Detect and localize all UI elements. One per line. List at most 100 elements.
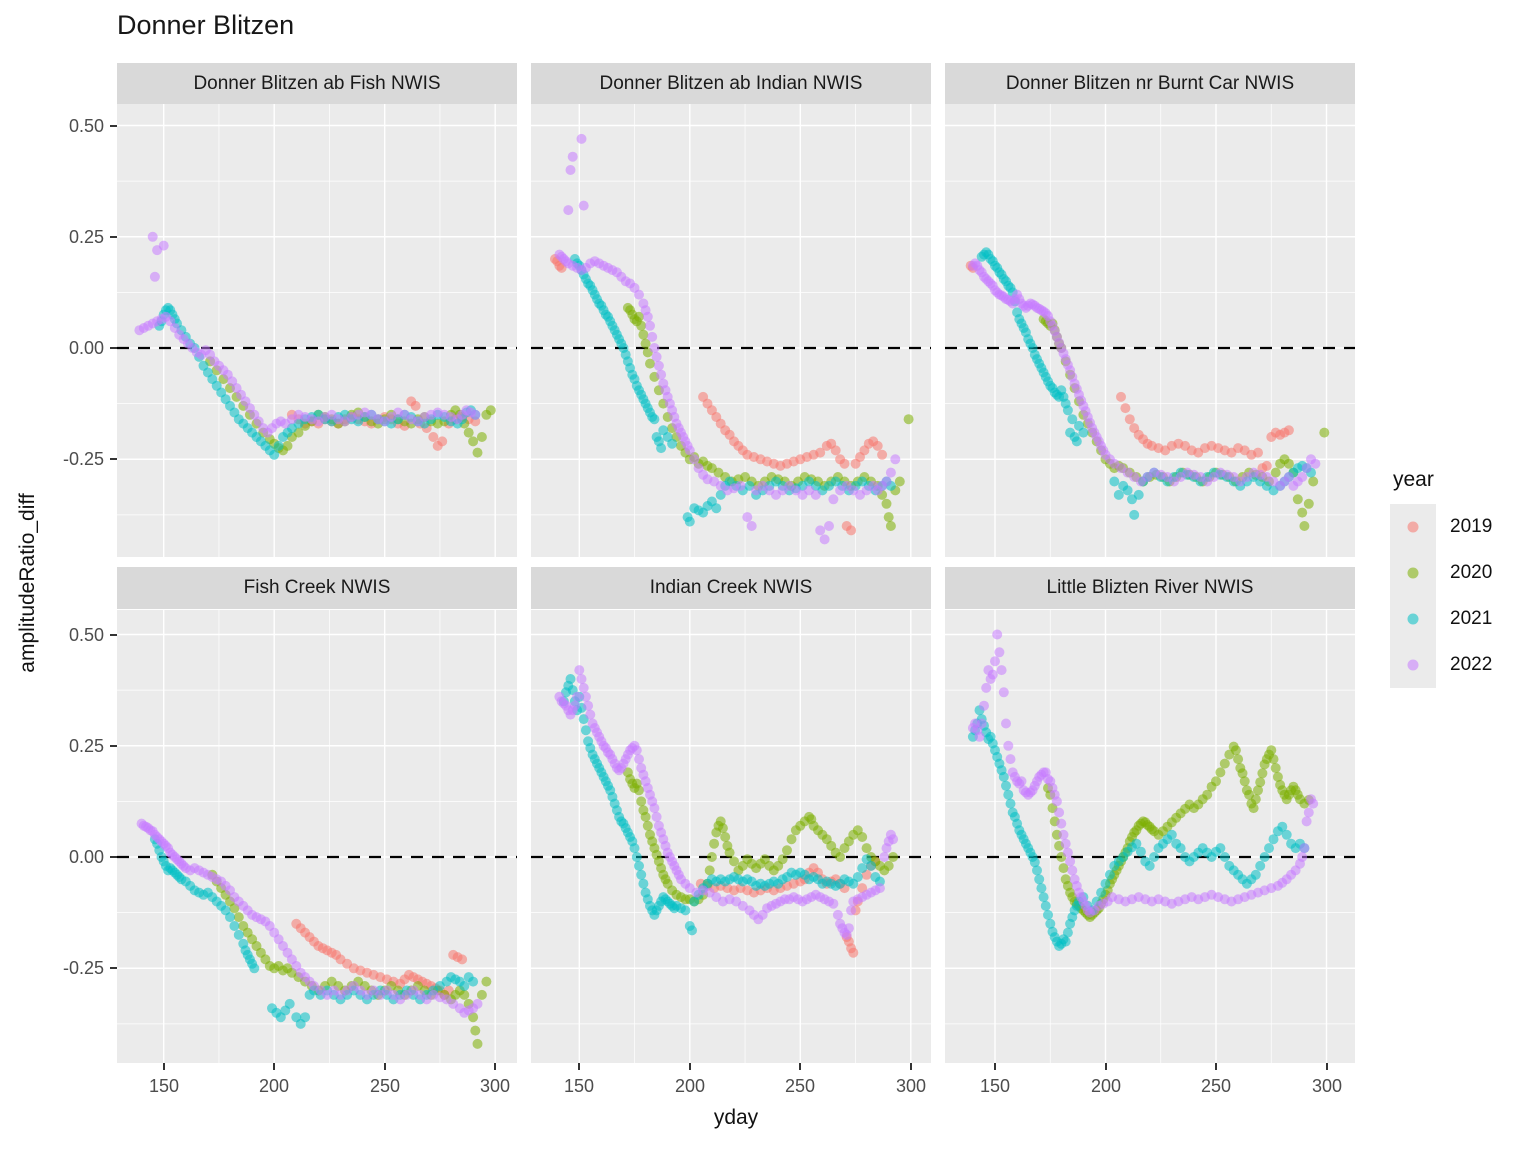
- series-2022: [967, 258, 1321, 491]
- data-point: [1120, 403, 1131, 414]
- legend-entries: 2019 2020 2021 2022: [1390, 504, 1492, 688]
- data-point: [843, 923, 854, 934]
- data-point: [572, 691, 583, 702]
- y-axis-tick: [110, 967, 117, 969]
- data-point: [1051, 796, 1062, 807]
- data-point: [1096, 887, 1107, 898]
- data-point: [717, 823, 728, 834]
- data-point: [1303, 807, 1314, 818]
- y-axis-tick-label: 0.00: [68, 847, 104, 867]
- data-point: [981, 682, 992, 693]
- data-point: [631, 745, 642, 756]
- data-point: [1301, 463, 1312, 474]
- x-axis-tick: [163, 1063, 165, 1070]
- data-point: [1219, 758, 1230, 769]
- data-point: [1233, 754, 1244, 765]
- data-point: [470, 409, 481, 420]
- data-point: [1248, 803, 1259, 814]
- data-point: [631, 852, 642, 862]
- data-point: [225, 912, 235, 923]
- data-point: [990, 656, 1000, 667]
- data-point: [636, 869, 647, 880]
- data-point: [846, 905, 857, 916]
- data-point: [1065, 856, 1076, 867]
- y-axis-tick: [110, 856, 117, 858]
- x-axis-tick-label: 250: [784, 1076, 816, 1096]
- data-point: [576, 133, 587, 144]
- data-point: [872, 440, 883, 451]
- data-point: [649, 414, 660, 425]
- data-point: [1003, 789, 1014, 800]
- data-point: [1005, 754, 1016, 765]
- legend-point-icon: [1407, 521, 1419, 533]
- data-point: [147, 231, 158, 242]
- x-axis-tick: [578, 1063, 580, 1070]
- data-point: [1202, 789, 1213, 800]
- x-axis-tick-label: 250: [1200, 1076, 1232, 1096]
- data-point: [1230, 745, 1241, 756]
- facet-strip-title: Donner Blitzen nr Burnt Car NWIS: [945, 63, 1355, 104]
- data-point: [1062, 847, 1073, 858]
- data-point: [1301, 816, 1312, 827]
- data-point: [1239, 776, 1250, 787]
- y-axis-tick-label: 0.50: [68, 116, 104, 136]
- data-point: [653, 360, 664, 371]
- facet-strip-title: Fish Creek NWIS: [117, 567, 517, 609]
- facet-strip-title: Little Blizten River NWIS: [945, 567, 1355, 609]
- facet-panel: [945, 610, 1355, 1063]
- series-2022: [554, 133, 901, 545]
- data-point: [1281, 829, 1292, 840]
- x-axis-tick-label: 150: [563, 1076, 595, 1096]
- data-point: [857, 863, 868, 874]
- data-point: [742, 512, 753, 523]
- data-point: [883, 860, 894, 871]
- data-point: [634, 311, 644, 322]
- data-point: [249, 963, 260, 974]
- data-point: [629, 843, 640, 854]
- data-point: [724, 847, 735, 858]
- data-point: [233, 929, 244, 940]
- facet-strip-title: Donner Blitzen ab Indian NWIS: [531, 63, 931, 104]
- data-point: [1297, 507, 1308, 518]
- data-point: [866, 860, 876, 871]
- legend-entry-2021: 2021: [1390, 596, 1492, 642]
- data-point: [1264, 843, 1274, 854]
- data-point: [786, 834, 797, 845]
- data-point: [861, 843, 872, 854]
- data-point: [1124, 414, 1135, 425]
- data-point: [472, 998, 483, 1009]
- data-point: [1219, 852, 1230, 862]
- data-point: [881, 498, 892, 509]
- y-axis-tick: [110, 458, 117, 460]
- data-point: [828, 494, 839, 505]
- data-point: [828, 898, 839, 909]
- data-point: [987, 669, 998, 680]
- facet-strip-title: Indian Creek NWIS: [531, 567, 931, 609]
- data-point: [1277, 821, 1288, 832]
- data-point: [832, 909, 843, 920]
- data-point: [1001, 780, 1011, 791]
- data-point: [885, 521, 896, 531]
- data-point: [578, 682, 589, 693]
- data-point: [1255, 860, 1266, 871]
- data-point: [1149, 852, 1160, 862]
- data-point: [1100, 878, 1111, 889]
- data-point: [656, 443, 667, 454]
- data-point: [634, 860, 644, 871]
- y-axis-tick-label: -0.25: [62, 449, 104, 469]
- data-point: [1283, 458, 1294, 469]
- facet-panel: [945, 104, 1355, 557]
- data-point: [1211, 776, 1221, 787]
- x-axis-tick: [1105, 1063, 1107, 1070]
- x-axis-tick: [799, 1063, 801, 1070]
- data-point: [706, 852, 717, 862]
- data-point: [885, 467, 896, 478]
- facet-panel: [117, 610, 517, 1063]
- data-point: [1058, 829, 1069, 840]
- x-axis-tick: [494, 1063, 496, 1070]
- data-point: [1058, 863, 1069, 874]
- data-point: [273, 440, 284, 451]
- series-2019: [550, 254, 888, 536]
- series-2020: [622, 302, 914, 531]
- facet-panel: [531, 610, 931, 1063]
